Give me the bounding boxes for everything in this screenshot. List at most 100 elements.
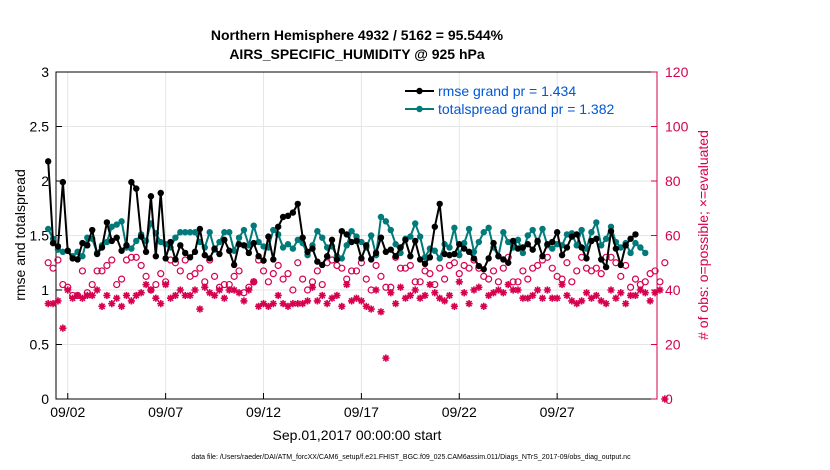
obs-evaluated-point (455, 278, 463, 286)
rmse-point (89, 226, 96, 234)
obs-evaluated-point (127, 297, 135, 305)
rmse-point (152, 253, 160, 260)
rmse-point (270, 256, 277, 263)
obs-evaluated-point (294, 300, 302, 308)
rmse-point (534, 237, 541, 245)
obs-possible-point (54, 256, 62, 264)
obs-evaluated-point (338, 302, 346, 310)
obs-possible-point (137, 261, 145, 270)
y-right-tick-label: 100 (665, 119, 689, 135)
obs-possible-point (220, 280, 228, 289)
rmse-point (485, 255, 492, 262)
obs-possible-point (455, 270, 463, 278)
obs-evaluated-point (372, 286, 380, 294)
totalspread-point (500, 229, 507, 236)
obs-possible-point (108, 256, 116, 264)
y-axis-left: 0 0.5 1 1.5 2 2.5 3 (30, 64, 62, 407)
totalspread-point (617, 244, 624, 251)
obs-possible-point (563, 259, 571, 267)
rmse-point (54, 243, 62, 250)
obs-evaluated-point (597, 297, 605, 305)
obs-evaluated-point (191, 286, 199, 294)
rmse-point (612, 245, 620, 252)
rmse-point (544, 241, 551, 248)
obs-evaluated-point (445, 291, 454, 300)
obs-evaluated-point (142, 280, 150, 289)
totalspread-point (578, 226, 585, 234)
obs-evaluated-point (357, 297, 365, 305)
totalspread-point (279, 244, 287, 251)
obs-evaluated-point (147, 286, 155, 294)
obs-evaluated-point (196, 305, 204, 313)
obs-evaluated-point (303, 297, 312, 305)
rmse-point (123, 242, 130, 249)
rmse-point (456, 241, 463, 248)
obs-evaluated-point (480, 302, 488, 310)
obs-evaluated-point (328, 294, 336, 302)
totalspread-point (505, 238, 512, 246)
obs-evaluated-point (59, 324, 67, 332)
rmse-point (372, 249, 380, 257)
obs-evaluated-point (49, 300, 57, 308)
obs-evaluated-point (313, 297, 321, 305)
obs-evaluated-point (98, 302, 106, 310)
obs-possible-point (230, 272, 238, 280)
obs-evaluated-point (152, 294, 160, 302)
obs-possible-point (436, 264, 444, 272)
totalspread-point (593, 219, 600, 226)
obs-possible-point (127, 253, 135, 261)
obs-possible-point (294, 259, 302, 267)
rmse-point (593, 235, 600, 242)
rmse-point (539, 253, 546, 260)
y-left-tick-label: 2.5 (30, 119, 50, 135)
obs-evaluated-point (431, 289, 439, 297)
rmse-point (74, 256, 81, 263)
y-left-tick-label: 3 (41, 64, 49, 80)
totalspread-point (524, 232, 531, 239)
y-right-tick-label: 80 (665, 173, 681, 189)
obs-possible-point (661, 259, 669, 267)
obs-evaluated-point (436, 294, 444, 302)
obs-possible-point (651, 267, 659, 275)
obs-evaluated-point (181, 291, 189, 300)
rmse-point (196, 225, 204, 233)
obs-possible-point (88, 280, 96, 289)
obs-evaluated-point (250, 278, 258, 286)
obs-evaluated-point (578, 297, 586, 305)
rmse-point (279, 213, 287, 221)
obs-evaluated-point (78, 294, 87, 302)
totalspread-point (319, 234, 326, 241)
obs-possible-point (113, 280, 121, 289)
obs-evaluated-point (426, 280, 434, 289)
obs-possible-point (485, 275, 493, 283)
obs-evaluated-point (289, 300, 297, 308)
rmse-series (44, 158, 639, 273)
rmse-point (402, 236, 409, 244)
obs-evaluated-point (538, 294, 547, 302)
totalspread-point (451, 224, 458, 232)
totalspread-point (118, 218, 125, 225)
totalspread-point (221, 229, 228, 236)
obs-evaluated-point (592, 291, 600, 300)
obs-possible-point (289, 286, 297, 294)
totalspread-point (108, 223, 115, 230)
obs-possible-point (98, 267, 106, 275)
totalspread-point (519, 249, 527, 257)
rmse-point (133, 185, 140, 192)
rmse-point (211, 245, 218, 252)
obs-evaluated-point (259, 300, 268, 308)
rmse-point (230, 261, 238, 269)
y-left-tick-label: 0 (41, 391, 49, 407)
rmse-line (47, 161, 637, 271)
rmse-point (500, 256, 507, 263)
obs-possible-point (93, 267, 101, 275)
rmse-point (98, 244, 106, 251)
rmse-point (632, 231, 639, 238)
obs-evaluated-point (529, 291, 537, 300)
obs-evaluated-point (573, 300, 581, 308)
rmse-point (191, 248, 199, 256)
obs-evaluated-point (485, 291, 493, 300)
totalspread-point (103, 238, 111, 246)
totalspread-point (382, 218, 390, 225)
